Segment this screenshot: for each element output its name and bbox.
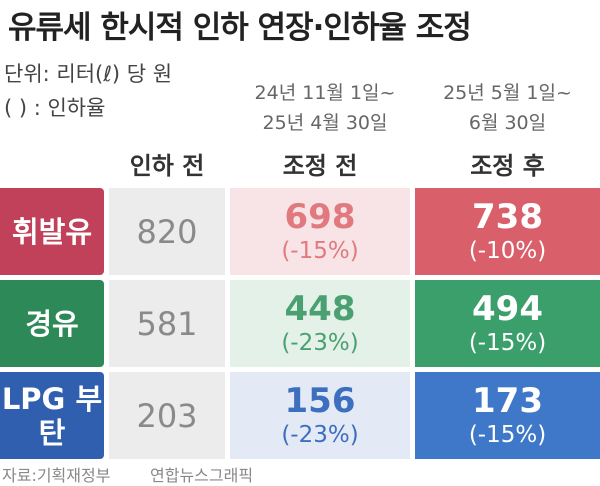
pre-cell: 448 (-23%) [230,280,410,367]
before-value: 820 [109,188,225,275]
post-rate: (-15%) [468,329,547,356]
period: 25년 5월 1일~ 6월 30일 [415,78,600,138]
pre-rate: (-15%) [281,237,359,264]
post-cell: 494 (-15%) [415,280,600,367]
before-value: 203 [109,372,225,459]
period-line: 25년 4월 30일 [262,112,388,134]
row-label: LPG 부탄 [0,372,104,459]
before-value: 581 [109,280,225,367]
period-line: 25년 5월 1일~ [443,82,572,104]
pre-rate: (-23%) [281,421,359,448]
pre-cell: 156 (-23%) [230,372,410,459]
pre-rate: (-23%) [281,329,359,356]
source: 자료:기획재정부 [2,466,111,485]
pre-value: 156 [284,380,356,421]
post-value: 738 [472,196,543,237]
title: 유류세 한시적 인하 연장·인하율 조정 [8,10,472,46]
period-line: 6월 30일 [468,112,547,134]
credit: 연합뉴스그래픽 [150,466,254,485]
post-cell: 738 (-10%) [415,188,600,275]
pre-value: 698 [284,196,356,237]
column-header: 조정 전 [282,152,358,180]
post-cell: 173 (-15%) [415,372,600,459]
pre-cell: 698 (-15%) [230,188,410,275]
row-label: 휘발유 [0,188,104,275]
unit: 단위: 리터(ℓ) 당 원 [4,62,173,86]
post-rate: (-10%) [468,237,547,264]
post-rate: (-15%) [468,421,547,448]
post-value: 494 [472,288,543,329]
note: ( ) : 인하율 [4,96,106,120]
column-header: 인하 전 [129,152,205,180]
period: 24년 11월 1일~ 25년 4월 30일 [235,78,415,138]
period-line: 24년 11월 1일~ [254,82,396,104]
row-label: 경유 [0,280,104,367]
pre-value: 448 [284,288,356,329]
post-value: 173 [472,380,543,421]
column-header: 조정 후 [470,152,545,180]
